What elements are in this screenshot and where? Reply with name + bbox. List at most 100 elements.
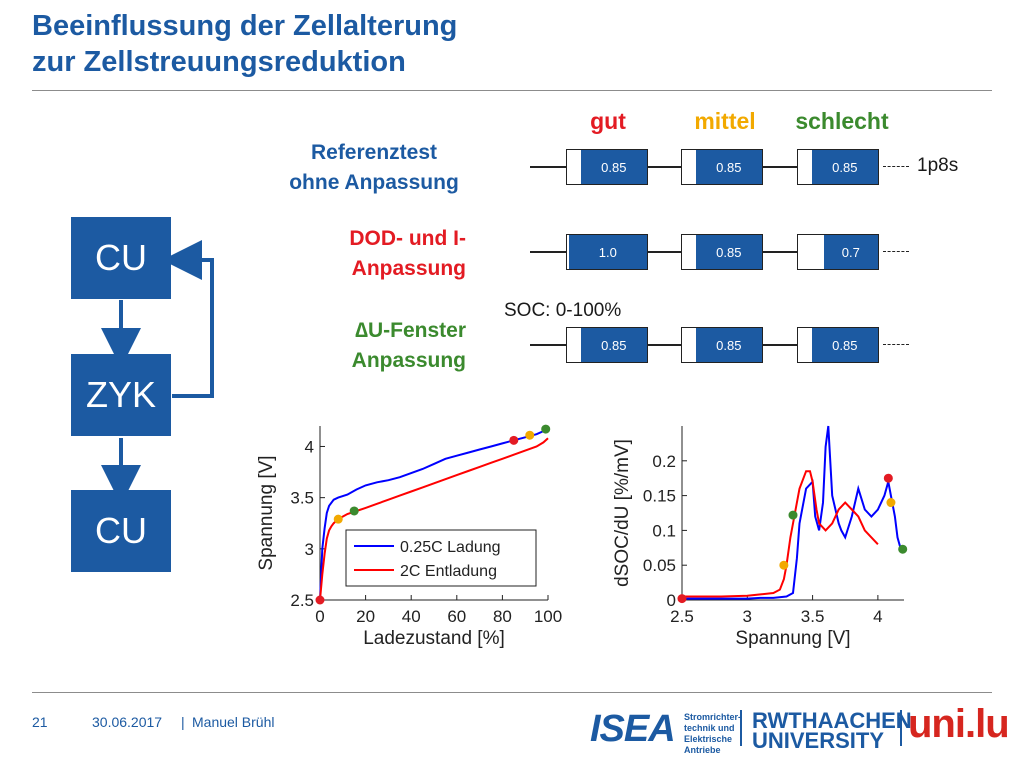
cell-row-du-fenster: 0.85 0.85 0.85: [0, 327, 1024, 363]
x-tick-label: 4: [873, 607, 882, 626]
series-line-1: [682, 470, 879, 598]
wire-continuation: [883, 344, 909, 345]
wire-link: [763, 251, 797, 253]
footer-divider: [32, 692, 992, 693]
row-label-du-fenster: ∆U-Fenster Anpassung: [351, 319, 466, 372]
cell-mittel: 0.85: [681, 234, 763, 270]
rwth-logo-line2: UNIVERSITY: [752, 728, 885, 753]
row-label-dod-i: DOD- und I- Anpassung: [349, 227, 466, 280]
title-divider: [32, 90, 992, 91]
state-marker: [541, 424, 551, 434]
isea-logo: ISEA: [590, 708, 676, 750]
wire-lead-in: [530, 344, 566, 346]
y-tick-label: 3.5: [290, 489, 314, 508]
x-tick-label: 3: [743, 607, 752, 626]
x-tick-label: 60: [447, 607, 466, 626]
cell-value: 0.85: [811, 150, 878, 184]
column-head-gut: gut: [590, 108, 626, 134]
y-tick-label: 4: [305, 437, 314, 456]
wire-lead-in: [530, 251, 566, 253]
state-marker: [333, 514, 343, 524]
y-tick-label: 3: [305, 540, 314, 559]
title-line-2: zur Zellstreuungsreduktion: [32, 46, 406, 78]
series-line-0: [682, 425, 903, 600]
state-marker: [883, 473, 893, 483]
wire-link: [648, 344, 681, 346]
column-head-mittel: mittel: [694, 108, 756, 134]
cell-value: 0.7: [823, 235, 878, 269]
state-marker: [349, 506, 359, 516]
flow-arrows: [101, 240, 214, 505]
column-head-schlecht: schlecht: [795, 108, 889, 134]
x-tick-label: 0: [315, 607, 324, 626]
wire-continuation: [883, 251, 909, 252]
y-tick-label: 0.2: [652, 452, 676, 471]
unilu-logo: uni.lu: [908, 702, 1010, 746]
y-axis-label: dSOC/dU [%/mV]: [612, 439, 633, 587]
flow-block-cu-bottom: CU: [71, 490, 171, 572]
arrow-feedback-loop: [162, 240, 214, 398]
cell-mittel: 0.85: [681, 149, 763, 185]
cell-value: 0.85: [695, 328, 762, 362]
y-tick-label: 0.15: [643, 487, 676, 506]
cell-value: 0.85: [580, 328, 647, 362]
cell-schlecht: 0.85: [797, 149, 879, 185]
title-line-1: Beeinflussung der Zellalterung: [32, 10, 458, 42]
footer-separator: |: [181, 714, 185, 730]
cell-gut: 1.0: [566, 234, 648, 270]
cell-schlecht: 0.7: [797, 234, 879, 270]
row-label-referenztest: Referenztest ohne Anpassung: [289, 141, 459, 194]
state-marker: [779, 560, 789, 570]
cell-value: 0.85: [695, 235, 762, 269]
chart-dsoc-du: 2.5 3 3.5 4 0 0.05 0.1 0.15 0.2 Spannung [V] dSOC/…: [612, 425, 908, 649]
state-marker: [525, 430, 535, 440]
cell-value: 1.0: [568, 235, 647, 269]
soc-window-label: SOC: 0-100%: [504, 300, 622, 321]
isea-logo-subtitle: Stromrichter- technik und Elektrische An…: [684, 712, 742, 755]
footer-date: 30.06.2017: [92, 714, 163, 730]
x-tick-label: 100: [534, 607, 562, 626]
state-marker: [677, 594, 687, 604]
x-tick-label: 3.5: [801, 607, 825, 626]
chart-voltage-vs-soc: 0 20 40 60 80 100 2.5 3 3.5 4 Ladezustand [%] Spann…: [256, 424, 562, 649]
state-marker: [788, 510, 798, 520]
x-axis-label: Ladezustand [%]: [363, 628, 505, 649]
wire-continuation: [883, 166, 909, 167]
state-marker: [898, 544, 908, 554]
cell-value: 0.85: [695, 150, 762, 184]
wire-link: [763, 344, 797, 346]
cell-row-dod-i: 1.0 0.85 0.7: [0, 234, 1024, 270]
state-marker: [886, 498, 896, 508]
x-tick-label: 80: [493, 607, 512, 626]
config-label: 1p8s: [917, 155, 959, 176]
x-tick-label: 2.5: [670, 607, 694, 626]
x-tick-label: 20: [356, 607, 375, 626]
y-tick-label: 0: [667, 591, 676, 610]
cell-gut: 0.85: [566, 327, 648, 363]
cell-value: 0.85: [811, 328, 878, 362]
wire-lead-in: [530, 166, 566, 168]
x-tick-label: 40: [402, 607, 421, 626]
logo-divider-1: [740, 710, 742, 746]
legend-entry: 0.25C Ladung: [400, 539, 501, 556]
wire-link: [763, 166, 797, 168]
cell-value: 0.85: [580, 150, 647, 184]
y-axis-label: Spannung [V]: [256, 455, 277, 570]
flow-block-zyk: ZYK: [71, 354, 171, 436]
wire-link: [648, 251, 681, 253]
state-marker: [315, 595, 325, 605]
wire-link: [648, 166, 681, 168]
state-marker: [509, 435, 519, 445]
x-axis-label: Spannung [V]: [735, 628, 850, 649]
footer-author: Manuel Brühl: [192, 714, 275, 730]
legend-entry: 2C Entladung: [400, 563, 497, 580]
cell-schlecht: 0.85: [797, 327, 879, 363]
slide-title: Beeinflussung der Zellalterung zur Zells…: [32, 8, 732, 80]
y-tick-label: 0.05: [643, 556, 676, 575]
page-number: 21: [32, 714, 48, 730]
y-tick-label: 2.5: [290, 591, 314, 610]
logo-divider-2: [900, 710, 902, 746]
legend: [345, 529, 537, 587]
flow-block-cu-top: CU: [71, 217, 171, 299]
series-line-1: [319, 437, 549, 601]
